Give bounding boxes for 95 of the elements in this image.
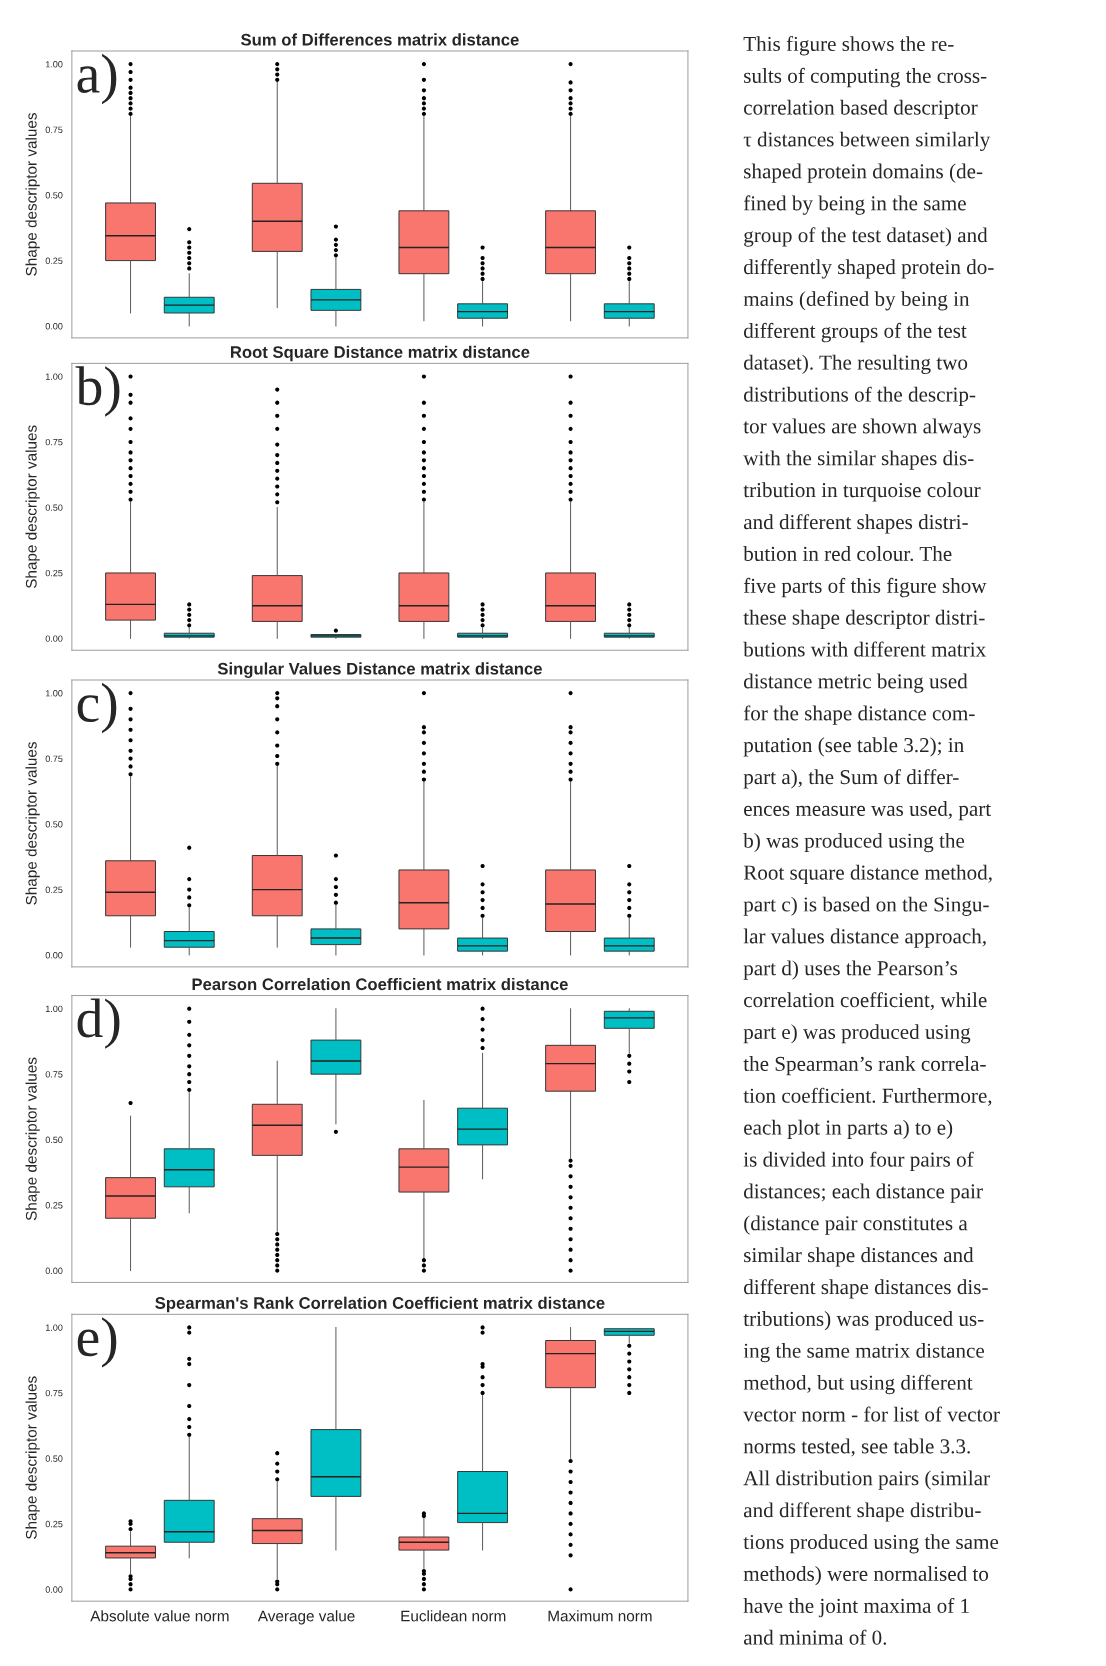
text: different groups of the test	[743, 322, 967, 343]
y-tick-label: 0.50	[45, 1455, 63, 1462]
text: the Spearman’s rank correla-	[743, 1056, 986, 1076]
text: (distance pair constitutes a	[744, 1215, 968, 1235]
text: norms tested, see table 3.3.	[743, 1438, 970, 1457]
text: putation (see table 3.2); in	[743, 737, 964, 757]
text: part c) is based on the Singu-	[743, 896, 989, 916]
y-tick-label: 0.00	[45, 635, 63, 642]
text: and minima of 0.	[743, 1629, 887, 1645]
text: part e) was produced using	[743, 1024, 971, 1044]
y-tick-label: 0.25	[45, 569, 63, 577]
y-tick-label: 1.00	[45, 1005, 63, 1013]
y-axis-title: Shape descriptor values	[25, 1376, 40, 1539]
text: correlation based descriptor	[744, 99, 978, 120]
text: part a), the Sum of differ-	[743, 769, 959, 789]
text: All distribution pairs (similar	[743, 1470, 990, 1490]
text: five parts of this figure show	[743, 577, 987, 598]
text: method, but using different	[743, 1374, 973, 1395]
x-tick-label: Maximum norm	[548, 1610, 652, 1622]
text: different shape distances dis-	[743, 1279, 988, 1299]
chart-title: Sum of Differences matrix distance	[241, 33, 519, 46]
chart-title: Spearman's Rank Correlation Coefficient matrix distance	[155, 1296, 605, 1313]
annotation: d)	[77, 998, 120, 1049]
text: with the similar shapes dis-	[743, 450, 974, 470]
text: ences measure was used, part	[744, 801, 992, 821]
y-tick-label: 0.25	[45, 1202, 63, 1209]
text: mains (defined by being in	[743, 290, 970, 311]
text: bution in red colour. The	[743, 546, 952, 562]
text: lar values distance approach,	[743, 928, 986, 948]
text: group of the test dataset) and	[744, 227, 988, 247]
y-tick-label: 1.00	[45, 373, 63, 380]
text: and different shapes distri-	[743, 514, 968, 534]
text: these shape descriptor distri-	[743, 609, 985, 630]
text: This figure shows the re-	[743, 35, 954, 56]
y-axis-title: Shape descriptor values	[25, 113, 40, 276]
text: b) was produced using the	[743, 832, 965, 853]
y-tick-label: 1.00	[45, 61, 63, 68]
y-tick-label: 1.00	[45, 1324, 63, 1331]
text: methods) were normalised to	[743, 1566, 989, 1586]
text: butions with different matrix	[743, 641, 986, 657]
text: tion coefficient. Furthermore,	[743, 1087, 992, 1106]
x-tick-label: Absolute value norm	[90, 1610, 229, 1622]
text: have the joint maxima of 1	[743, 1597, 969, 1618]
text: tribution in turquoise colour	[743, 482, 981, 502]
text: differently shaped protein do-	[743, 259, 994, 279]
y-tick-label: 0.75	[45, 1389, 63, 1397]
y-tick-label: 0.75	[45, 126, 63, 133]
text: part d) uses the Pearson’s	[743, 960, 958, 980]
y-tick-label: 0.00	[45, 323, 63, 330]
text: tor values are shown always	[743, 418, 981, 438]
text: distances; each distance pair	[743, 1183, 983, 1203]
y-tick-label: 0.00	[45, 952, 63, 959]
text: is divided into four pairs of	[743, 1151, 974, 1171]
x-tick-label: Euclidean norm	[401, 1610, 506, 1622]
text: similar shape distances and	[744, 1247, 974, 1267]
text: vector norm - for list of vector	[743, 1406, 1000, 1422]
y-axis-title: Shape descriptor values	[25, 742, 40, 905]
text: ing the same matrix distance	[743, 1342, 985, 1363]
text: correlation coefficient, while	[744, 992, 987, 1011]
y-tick-label: 0.50	[45, 1136, 63, 1144]
text: distributions of the descrip-	[743, 386, 976, 406]
annotation: b)	[75, 366, 120, 417]
text: sults of computing the cross-	[744, 67, 987, 88]
text: distance metric being used	[743, 673, 968, 693]
text: tions produced using the same	[743, 1534, 999, 1554]
y-tick-label: 0.00	[45, 1586, 63, 1593]
y-tick-label: 0.50	[45, 192, 63, 199]
y-tick-label: 0.50	[45, 504, 63, 511]
chart-title: Singular Values Distance matrix distance	[217, 662, 542, 678]
text: each plot in parts a) to e)	[744, 1119, 953, 1140]
chart-title: Pearson Correlation Coefficient matrix distance	[192, 977, 568, 991]
text: τ distances between similarly	[743, 131, 991, 151]
annotation: e)	[77, 1317, 117, 1368]
text: tributions) was produced us-	[743, 1311, 984, 1331]
annotation: a)	[77, 53, 117, 105]
annotation: c)	[77, 682, 117, 734]
text: for the shape distance com-	[743, 705, 975, 725]
y-tick-label: 0.25	[45, 886, 63, 893]
text: dataset). The resulting two	[743, 354, 968, 375]
y-tick-label: 0.25	[45, 1520, 63, 1528]
y-axis-title: Shape descriptor values	[25, 1057, 40, 1221]
y-tick-label: 0.50	[45, 821, 63, 828]
text: Root square distance method,	[743, 864, 992, 885]
x-tick-label: Average value	[257, 1610, 355, 1625]
text: and different shape distribu-	[743, 1502, 981, 1522]
text: fined by being in the same	[743, 195, 966, 215]
text: shaped protein domains (de-	[744, 163, 983, 183]
y-axis-title: Shape descriptor values	[25, 425, 40, 589]
y-tick-label: 0.75	[45, 438, 63, 446]
y-tick-label: 1.00	[45, 690, 63, 697]
y-tick-label: 0.25	[45, 257, 63, 264]
y-tick-label: 0.75	[45, 1071, 63, 1078]
y-tick-label: 0.75	[45, 755, 63, 762]
chart-title: Root Square Distance matrix distance	[230, 345, 530, 362]
y-tick-label: 0.00	[45, 1267, 63, 1275]
